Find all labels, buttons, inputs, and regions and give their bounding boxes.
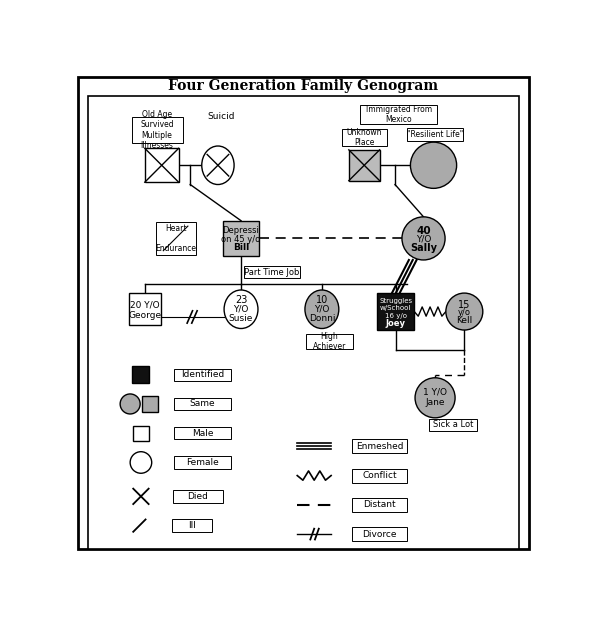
Bar xyxy=(352,440,407,453)
Bar xyxy=(174,368,231,381)
Text: Y/O: Y/O xyxy=(233,305,249,314)
Text: Depressi: Depressi xyxy=(223,226,259,235)
Circle shape xyxy=(446,293,483,330)
Bar xyxy=(174,427,231,440)
Bar xyxy=(244,266,300,278)
Text: Bill: Bill xyxy=(233,243,249,252)
Circle shape xyxy=(120,394,140,414)
Bar xyxy=(145,148,179,182)
Text: George: George xyxy=(128,311,162,320)
Text: Suicid: Suicid xyxy=(207,112,235,122)
Circle shape xyxy=(130,452,152,473)
Text: Susie: Susie xyxy=(229,314,253,323)
Text: Died: Died xyxy=(188,492,208,501)
Bar xyxy=(174,398,231,410)
Text: 16 y/o: 16 y/o xyxy=(385,313,407,319)
Text: Four Generation Family Genogram: Four Generation Family Genogram xyxy=(168,79,439,93)
Text: Female: Female xyxy=(186,458,219,467)
Text: Kell: Kell xyxy=(456,316,472,324)
Text: Heart

Endurance: Heart Endurance xyxy=(155,223,196,254)
Bar xyxy=(407,128,463,141)
Text: Struggles: Struggles xyxy=(379,298,413,304)
Bar xyxy=(361,105,437,123)
Bar xyxy=(128,293,161,326)
Bar xyxy=(352,527,407,541)
Text: y/o: y/o xyxy=(458,308,471,317)
Text: 20 Y/O: 20 Y/O xyxy=(130,301,160,310)
Text: Donni: Donni xyxy=(308,314,335,323)
Text: 23: 23 xyxy=(235,295,247,305)
Bar xyxy=(223,221,259,256)
Bar xyxy=(156,222,195,255)
Bar xyxy=(352,469,407,482)
Text: Y/O: Y/O xyxy=(314,305,330,314)
Ellipse shape xyxy=(202,146,234,185)
Text: High
Achiever: High Achiever xyxy=(313,332,346,352)
Circle shape xyxy=(415,378,455,418)
Bar xyxy=(133,366,149,383)
Text: w/School: w/School xyxy=(380,306,411,311)
Text: Male: Male xyxy=(192,428,213,438)
Bar xyxy=(352,498,407,511)
Bar xyxy=(377,293,414,330)
Bar xyxy=(342,129,387,146)
Bar xyxy=(429,418,477,431)
Text: Identified: Identified xyxy=(181,370,224,379)
Text: Same: Same xyxy=(189,399,215,409)
Text: Ill: Ill xyxy=(188,521,196,530)
Bar xyxy=(172,490,223,503)
Circle shape xyxy=(402,217,445,260)
Text: 10: 10 xyxy=(316,295,328,305)
Text: Unknown
Place: Unknown Place xyxy=(346,128,382,147)
Bar xyxy=(349,150,379,180)
Text: Enmeshed: Enmeshed xyxy=(356,442,403,451)
Text: 40: 40 xyxy=(416,226,431,236)
Text: Conflict: Conflict xyxy=(362,471,397,480)
Circle shape xyxy=(410,142,456,188)
Bar xyxy=(133,425,149,441)
Text: Y/O: Y/O xyxy=(416,235,431,244)
Text: Sally: Sally xyxy=(410,242,437,253)
Text: Joey: Joey xyxy=(386,319,406,329)
Text: 1 Y/O: 1 Y/O xyxy=(423,387,447,396)
Text: Immigrated From
Mexico: Immigrated From Mexico xyxy=(366,105,432,124)
Ellipse shape xyxy=(305,290,339,329)
Bar xyxy=(131,117,182,143)
Text: "Resilient Life": "Resilient Life" xyxy=(407,130,463,139)
Text: Divorce: Divorce xyxy=(362,529,397,539)
Bar xyxy=(174,456,231,469)
Text: Part Time Job: Part Time Job xyxy=(244,268,300,277)
Bar xyxy=(172,520,212,532)
Text: 15: 15 xyxy=(458,299,471,309)
Bar xyxy=(307,334,353,349)
Text: Sick a Lot: Sick a Lot xyxy=(433,420,473,429)
Text: on 45 y/o: on 45 y/o xyxy=(221,235,260,244)
Ellipse shape xyxy=(224,290,258,329)
Text: Old Age
Survived
Multiple
Illnesses: Old Age Survived Multiple Illnesses xyxy=(140,110,174,150)
Text: Distant: Distant xyxy=(363,500,396,510)
Text: Jane: Jane xyxy=(425,398,445,407)
Bar xyxy=(143,396,158,412)
